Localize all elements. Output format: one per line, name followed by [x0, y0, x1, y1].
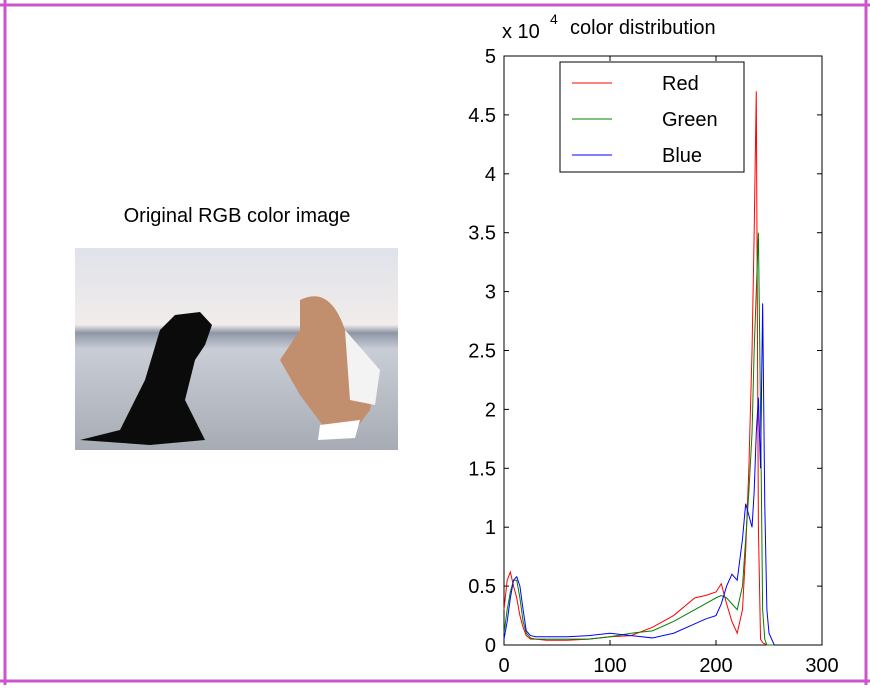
y-tick-label: 0: [485, 635, 496, 657]
y-tick-label: 1.5: [468, 458, 496, 480]
y-tick-label: 4: [485, 164, 496, 186]
x-tick-label: 0: [498, 655, 509, 677]
photo: [75, 248, 398, 450]
legend-label: Blue: [662, 145, 702, 167]
y-tick-label: 3: [485, 282, 496, 304]
x-tick-label: 100: [593, 655, 626, 677]
y-multiplier-exponent: 4: [550, 11, 558, 27]
y-tick-label: 3.5: [468, 223, 496, 245]
y-multiplier: x 10: [502, 21, 540, 43]
x-tick-label: 300: [805, 655, 838, 677]
data-line: [503, 232, 775, 646]
image-title: Original RGB color image: [124, 205, 351, 227]
y-tick-label: 5: [485, 46, 496, 68]
y-tick-label: 1: [485, 517, 496, 539]
y-tick-label: 4.5: [468, 105, 496, 127]
y-tick-label: 2: [485, 399, 496, 421]
chart-title: color distribution: [570, 17, 716, 39]
legend-label: Green: [662, 109, 718, 131]
data-line: [503, 303, 775, 646]
y-tick-label: 0.5: [468, 576, 496, 598]
data-line: [503, 91, 775, 646]
legend-box: [559, 61, 745, 173]
x-tick-label: 200: [699, 655, 732, 677]
legend-label: Red: [662, 73, 699, 95]
y-tick-label: 2.5: [468, 341, 496, 363]
